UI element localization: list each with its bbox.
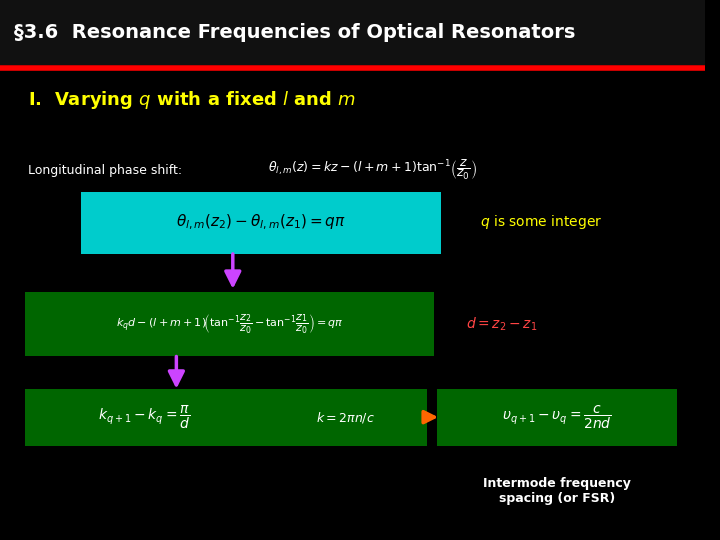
Text: Longitudinal phase shift:: Longitudinal phase shift: xyxy=(28,164,182,177)
Text: $d = z_2 - z_1$: $d = z_2 - z_1$ xyxy=(466,315,537,333)
Text: $k = 2\pi n/c$: $k = 2\pi n/c$ xyxy=(316,410,375,424)
Text: $k_{q+1} - k_q = \dfrac{\pi}{d}$: $k_{q+1} - k_q = \dfrac{\pi}{d}$ xyxy=(99,403,191,431)
FancyBboxPatch shape xyxy=(0,0,706,65)
FancyBboxPatch shape xyxy=(264,389,427,446)
FancyBboxPatch shape xyxy=(24,292,434,356)
Text: Intermode frequency
spacing (or FSR): Intermode frequency spacing (or FSR) xyxy=(483,477,631,505)
FancyBboxPatch shape xyxy=(81,192,441,254)
FancyBboxPatch shape xyxy=(437,389,678,446)
Text: $\theta_{l,m}(z_2) - \theta_{l,m}(z_1) = q\pi$: $\theta_{l,m}(z_2) - \theta_{l,m}(z_1) =… xyxy=(176,213,346,232)
Text: I.  Varying $q$ with a fixed $l$ and $m$: I. Varying $q$ with a fixed $l$ and $m$ xyxy=(28,89,356,111)
Text: $k_q d - (l+m+1)\!\left(\tan^{-1}\!\dfrac{z_2}{z_0} - \tan^{-1}\!\dfrac{z_1}{z_0: $k_q d - (l+m+1)\!\left(\tan^{-1}\!\dfra… xyxy=(115,313,343,335)
Text: $\theta_{l,m}(z) = kz - (l+m+1)\tan^{-1}\!\left(\dfrac{z}{z_0}\right)$: $\theta_{l,m}(z) = kz - (l+m+1)\tan^{-1}… xyxy=(268,158,477,182)
FancyBboxPatch shape xyxy=(24,389,264,446)
Text: §3.6  Resonance Frequencies of Optical Resonators: §3.6 Resonance Frequencies of Optical Re… xyxy=(14,23,575,42)
Text: $q$ is some integer: $q$ is some integer xyxy=(480,213,603,232)
Text: $\upsilon_{q+1} - \upsilon_q = \dfrac{c}{2nd}$: $\upsilon_{q+1} - \upsilon_q = \dfrac{c}… xyxy=(503,403,612,431)
